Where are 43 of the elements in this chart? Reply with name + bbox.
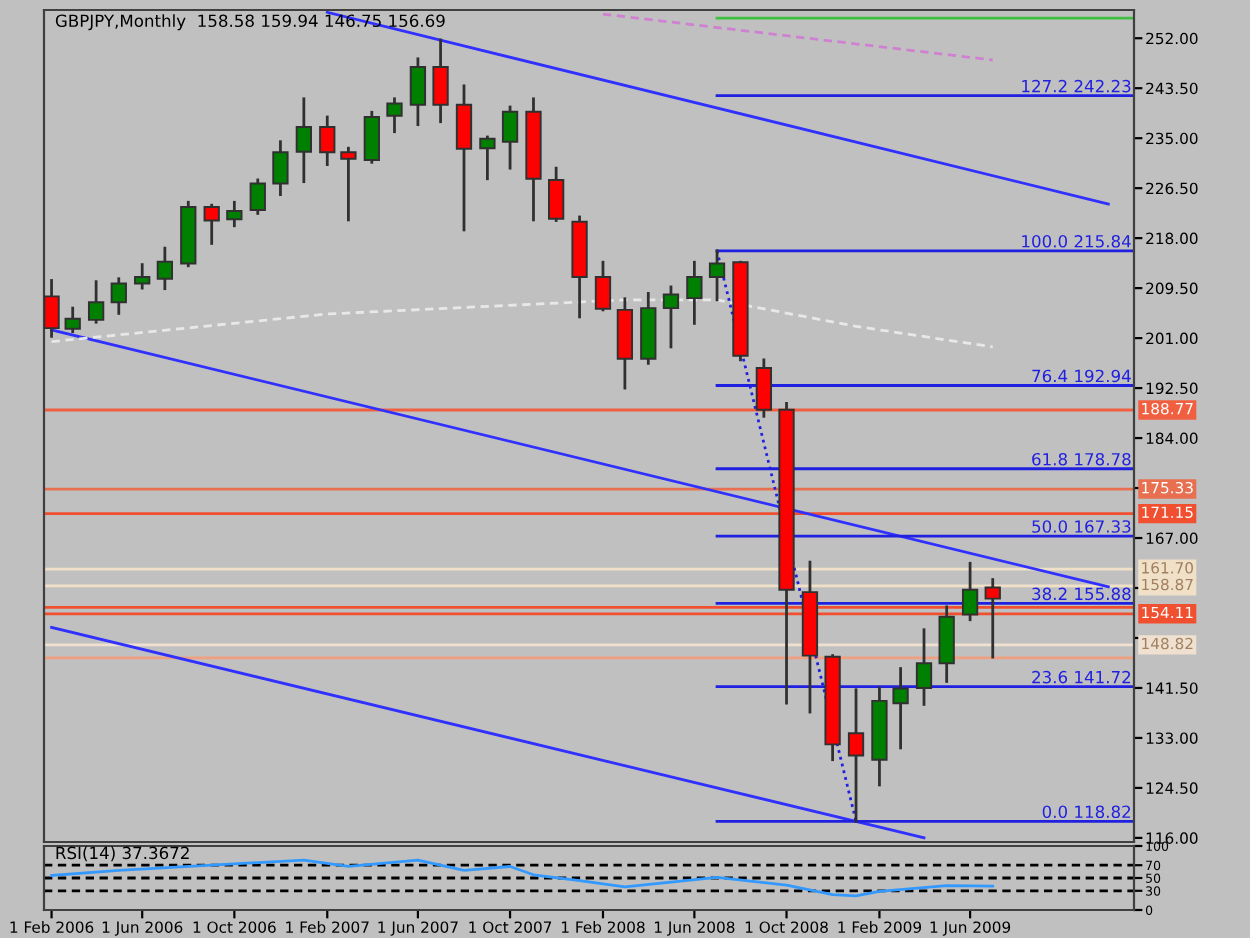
candlestick (249, 178, 266, 215)
candlestick (961, 561, 979, 622)
candlestick (295, 97, 312, 184)
annotation: 38.2 155.88 (1032, 587, 1131, 601)
candlestick (938, 605, 955, 683)
candlestick (386, 97, 403, 134)
annotation: 0.0 118.82 (1042, 805, 1131, 819)
candlestick (479, 135, 496, 181)
annotation: 50.0 167.33 (1032, 520, 1131, 533)
annotation: 100.0 215.84 (1022, 235, 1131, 248)
candlestick (984, 578, 1001, 659)
candlestick (134, 263, 151, 290)
candlestick (272, 140, 289, 197)
candlestick (594, 260, 612, 312)
candlestick (662, 285, 680, 349)
candlestick (892, 667, 909, 750)
candlestick (340, 146, 357, 222)
candlestick (87, 280, 105, 324)
annotation: 127.2 242.23 (1022, 79, 1131, 93)
annotation: 76.4 192.94 (1032, 369, 1131, 383)
line-series (50, 298, 995, 349)
candlestick (432, 38, 449, 124)
candlestick (409, 57, 427, 127)
candlestick (64, 306, 81, 334)
candlestick (548, 166, 565, 222)
candlestick (501, 105, 519, 170)
candlestick (755, 358, 773, 418)
candlestick (363, 110, 380, 164)
candlestick (110, 277, 127, 315)
candlestick (203, 203, 220, 245)
line-series (50, 858, 995, 898)
chart-title: RSI(14) 37.3672 (56, 846, 189, 862)
candlestick (455, 84, 473, 232)
annotation: 23.6 141.72 (1032, 670, 1131, 684)
annotation: 61.8 178.78 (1032, 452, 1131, 466)
candlestick (847, 688, 865, 823)
candlestick (44, 279, 60, 338)
candlestick (226, 200, 243, 228)
candlestick (319, 115, 336, 167)
candlestick (156, 246, 174, 291)
candlestick (686, 260, 703, 325)
candlestick (915, 628, 933, 706)
candlestick (708, 249, 726, 302)
